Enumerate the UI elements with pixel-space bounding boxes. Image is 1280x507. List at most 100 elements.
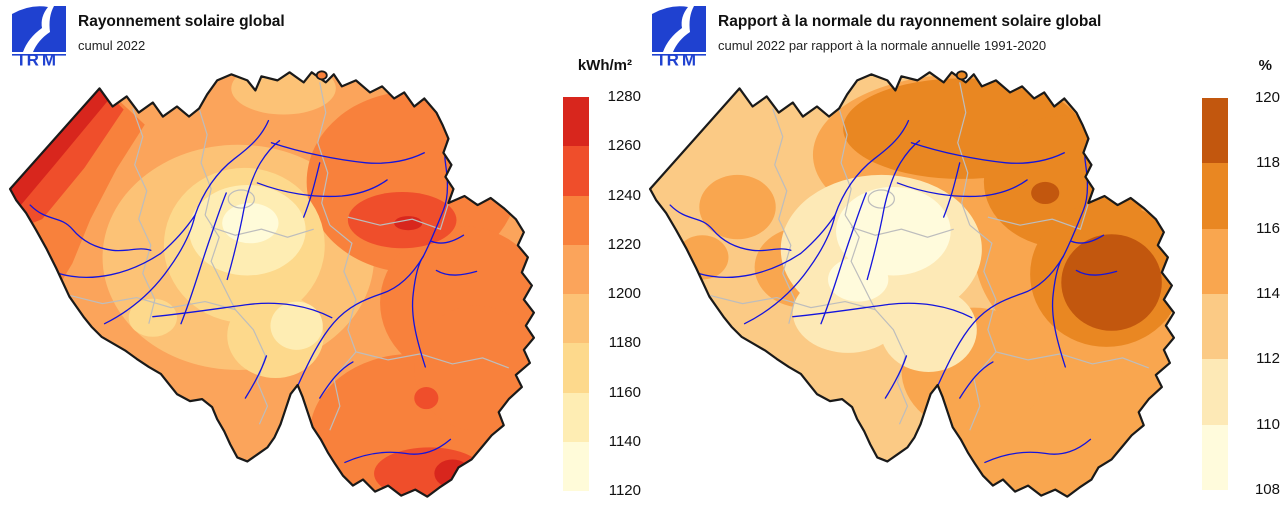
river-line: [319, 361, 354, 399]
colorbar-tick-label: 114: [1256, 285, 1280, 302]
province-border: [329, 351, 357, 431]
river-line: [270, 142, 425, 164]
river-line: [1075, 269, 1118, 276]
colorbar-tick-label: 1160: [608, 383, 641, 401]
province-border: [227, 189, 255, 209]
river-line: [743, 119, 910, 325]
colorbar-segment: [1202, 293, 1228, 360]
national-border: [8, 71, 536, 498]
province-border: [957, 82, 971, 226]
colorbar-segment: [1202, 98, 1228, 164]
river-line: [57, 214, 196, 279]
river-line: [1051, 255, 1066, 368]
river-line: [180, 192, 227, 325]
colorbar-segment: [1202, 228, 1228, 294]
river-line: [792, 302, 973, 319]
contour-fill-layer: [650, 72, 1174, 497]
irm-logo-left-wave: [652, 6, 688, 52]
colorbar-tick-label: 1140: [608, 432, 641, 450]
river-line: [302, 162, 321, 218]
irm-logo-graphic: IRM: [652, 6, 706, 67]
province-border: [329, 224, 357, 353]
colorbar-tick-label: 1180: [608, 334, 641, 352]
river-line: [244, 355, 268, 399]
national-border: [648, 71, 1176, 498]
irm-logo-text: IRM: [19, 51, 59, 67]
colorbar-segment: [563, 97, 589, 147]
irm-logo-right: IRM: [650, 4, 708, 66]
colorbar-segment: [563, 294, 589, 344]
colorbar-tick-label: 112: [1256, 350, 1280, 368]
belgium-map-radiation-anomaly: [648, 70, 1176, 498]
river-line: [411, 255, 426, 368]
colorbar-tick-label: 1240: [607, 186, 641, 204]
irm-logo-right-wave: [33, 6, 66, 52]
river-line: [896, 179, 1028, 198]
province-border: [317, 82, 331, 226]
colorbar-tick-label: 110: [1256, 415, 1280, 433]
river-line: [344, 438, 452, 464]
colorbar-segment: [1202, 163, 1228, 229]
province-border: [347, 202, 450, 230]
irm-logo-left-wave: [12, 6, 48, 52]
province-border: [867, 189, 895, 209]
river-line: [669, 204, 792, 252]
irm-logo-graphic: IRM: [12, 6, 66, 67]
left-colorbar-unit: kWh/m²: [577, 57, 632, 74]
river-line: [256, 179, 388, 198]
province-border: [204, 214, 236, 310]
irm-logo-text: IRM: [659, 51, 699, 67]
colorbar-tick-label: 120: [1254, 89, 1280, 106]
left-colorbar: 1280 1260 1240 1220 1200 1180 1160 1140 1120: [563, 88, 641, 499]
river-line: [884, 355, 908, 399]
colorbar-tick-label: 118: [1256, 154, 1280, 172]
colorbar-segment: [563, 343, 589, 393]
irm-logo-rule: [12, 54, 66, 56]
irm-logo-rule: [652, 54, 706, 56]
colorbar-tick-label: 108: [1254, 481, 1280, 498]
colorbar-segment: [1202, 359, 1228, 425]
province-border: [850, 226, 954, 238]
colorbar-segment: [1202, 424, 1228, 490]
colorbar-tick-label: 116: [1256, 219, 1280, 237]
province-border: [70, 294, 236, 311]
colorbar-segment: [563, 195, 589, 245]
river-line: [152, 302, 333, 319]
exclave-island: [315, 70, 328, 81]
river-line: [866, 140, 921, 281]
river-line: [910, 142, 1065, 164]
right-panel-subtitle: cumul 2022 par rapport à la normale annu…: [718, 38, 1047, 53]
colorbar-segment: [563, 244, 589, 294]
left-panel-title: Rayonnement solaire global: [78, 13, 285, 30]
river-line: [942, 162, 961, 218]
river-line: [1070, 234, 1105, 244]
province-border: [355, 351, 509, 369]
river-line: [820, 192, 867, 325]
province-border: [844, 214, 876, 310]
province-border: [198, 108, 212, 216]
river-line: [103, 119, 270, 325]
river-line: [226, 140, 281, 281]
province-border: [710, 294, 876, 311]
province-border: [969, 351, 997, 431]
right-colorbar-unit: %: [1258, 57, 1272, 74]
colorbar-tick-label: 1200: [607, 285, 641, 302]
river-line: [697, 214, 836, 279]
colorbar-tick-label: 1260: [607, 137, 641, 155]
river-line: [430, 234, 465, 244]
colorbar-segment: [563, 392, 589, 442]
right-colorbar: 120 118 116 114 112 110 108: [1202, 89, 1280, 498]
irm-logo-right-wave: [673, 6, 706, 52]
river-line: [984, 438, 1092, 464]
colorbar-tick-label: 1220: [607, 235, 641, 253]
province-border: [210, 226, 314, 238]
province-border: [995, 351, 1149, 369]
irm-logo-left: IRM: [10, 4, 68, 66]
colorbar-tick-label: 1120: [608, 482, 641, 499]
province-border: [838, 108, 852, 216]
colorbar-segment: [563, 146, 589, 196]
province-border: [987, 202, 1090, 230]
river-line: [435, 269, 478, 276]
exclave-island: [955, 70, 968, 81]
